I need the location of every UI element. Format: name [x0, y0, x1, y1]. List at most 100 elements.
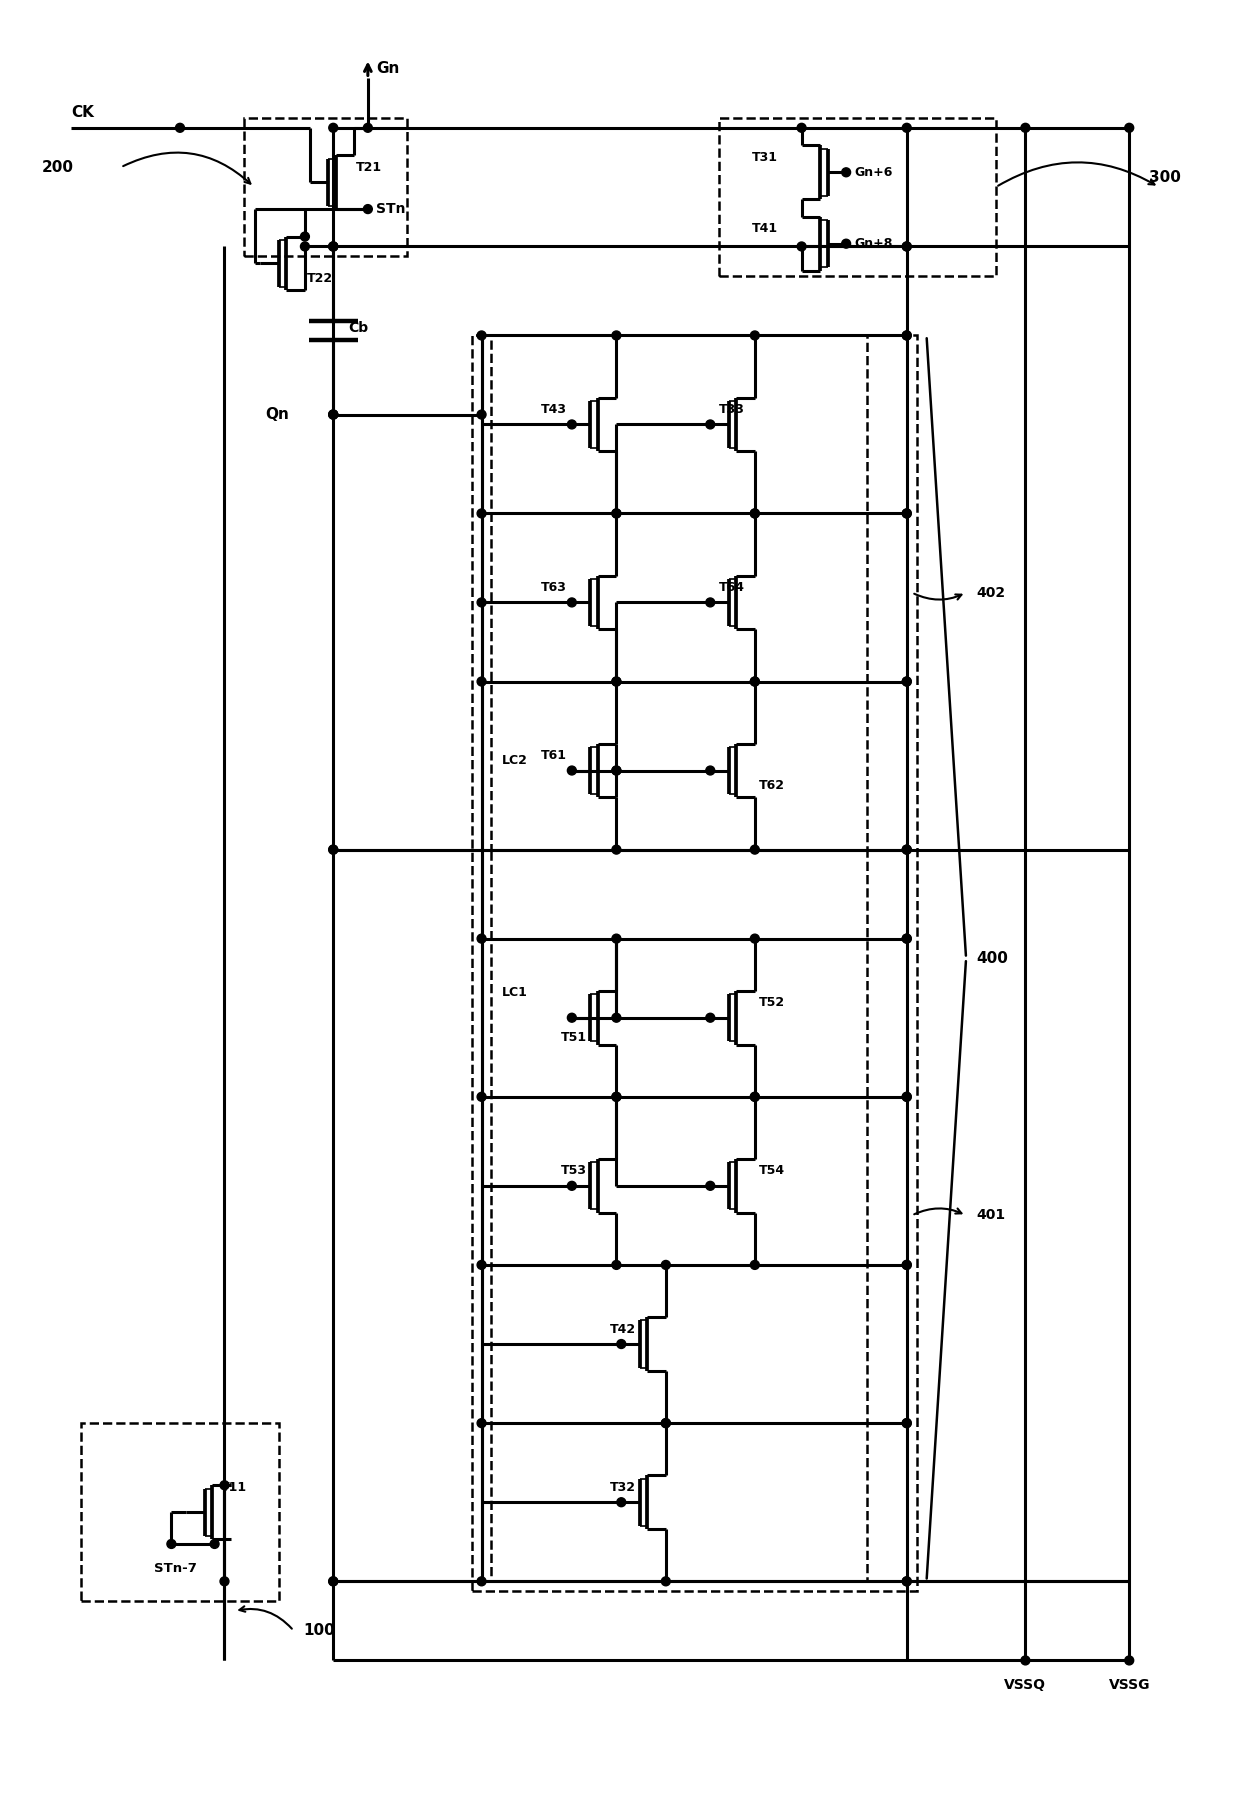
Circle shape [613, 845, 621, 854]
Text: 200: 200 [42, 159, 73, 175]
Circle shape [706, 599, 714, 606]
Text: Gn: Gn [376, 62, 399, 76]
Circle shape [613, 508, 621, 517]
Circle shape [797, 123, 806, 132]
Circle shape [903, 677, 911, 686]
Circle shape [219, 1482, 229, 1489]
Circle shape [661, 1418, 671, 1427]
Circle shape [750, 1093, 759, 1102]
Text: T22: T22 [306, 271, 334, 284]
Circle shape [903, 331, 911, 340]
Text: T21: T21 [356, 161, 382, 174]
Text: Qn: Qn [265, 407, 289, 421]
Circle shape [613, 1261, 621, 1270]
Text: Cb: Cb [348, 320, 368, 335]
Circle shape [750, 508, 759, 517]
Text: CK: CK [71, 105, 94, 121]
Text: T61: T61 [541, 749, 567, 762]
Circle shape [613, 765, 621, 774]
Circle shape [477, 1577, 486, 1586]
Circle shape [616, 1340, 626, 1348]
Circle shape [903, 242, 911, 251]
Circle shape [477, 508, 486, 517]
Circle shape [706, 1013, 714, 1022]
Text: STn: STn [376, 203, 405, 215]
Circle shape [329, 1577, 337, 1586]
Circle shape [329, 123, 337, 132]
Circle shape [842, 168, 851, 177]
Circle shape [613, 677, 621, 686]
Circle shape [903, 845, 911, 854]
Circle shape [903, 933, 911, 942]
Bar [491, 850, 867, 1581]
Text: T63: T63 [541, 581, 567, 593]
Circle shape [329, 1577, 337, 1586]
Circle shape [329, 411, 337, 420]
Text: T41: T41 [753, 223, 779, 235]
Text: T43: T43 [541, 403, 567, 416]
Circle shape [329, 242, 337, 251]
Circle shape [613, 677, 621, 686]
Circle shape [613, 933, 621, 942]
Circle shape [903, 1577, 911, 1586]
Circle shape [613, 1093, 621, 1102]
Circle shape [477, 933, 486, 942]
Text: 100: 100 [304, 1623, 335, 1639]
Text: 401: 401 [976, 1208, 1006, 1223]
Text: T51: T51 [560, 1031, 587, 1044]
Circle shape [903, 1093, 911, 1102]
Bar [491, 335, 867, 850]
Circle shape [750, 1093, 759, 1102]
Text: STn-7: STn-7 [154, 1563, 196, 1576]
Circle shape [706, 420, 714, 429]
Bar [244, 118, 408, 257]
Circle shape [903, 1577, 911, 1586]
Circle shape [167, 1539, 176, 1549]
Circle shape [706, 765, 714, 774]
Circle shape [842, 239, 851, 248]
Circle shape [568, 765, 577, 774]
Circle shape [477, 599, 486, 606]
Circle shape [613, 1013, 621, 1022]
Circle shape [661, 1577, 671, 1586]
Circle shape [477, 1418, 486, 1427]
Circle shape [750, 1261, 759, 1270]
Circle shape [903, 1261, 911, 1270]
Circle shape [568, 420, 577, 429]
Circle shape [568, 599, 577, 606]
Circle shape [750, 845, 759, 854]
Circle shape [300, 232, 309, 241]
Circle shape [329, 845, 337, 854]
Circle shape [903, 1418, 911, 1427]
Circle shape [750, 677, 759, 686]
Circle shape [363, 204, 372, 213]
Circle shape [1125, 123, 1133, 132]
Text: T53: T53 [560, 1165, 587, 1178]
Text: T54: T54 [759, 1165, 785, 1178]
Circle shape [903, 1093, 911, 1102]
Circle shape [750, 933, 759, 942]
Text: LC1: LC1 [501, 986, 527, 1000]
Circle shape [797, 242, 806, 251]
Circle shape [329, 411, 337, 420]
Circle shape [903, 677, 911, 686]
Circle shape [616, 1498, 626, 1507]
Text: T32: T32 [610, 1482, 636, 1494]
Circle shape [1021, 1655, 1030, 1664]
Circle shape [750, 677, 759, 686]
Circle shape [613, 331, 621, 340]
Circle shape [329, 411, 337, 420]
Circle shape [661, 1261, 671, 1270]
Circle shape [1021, 123, 1030, 132]
Circle shape [477, 677, 486, 686]
Circle shape [613, 508, 621, 517]
Text: 402: 402 [976, 586, 1006, 599]
Circle shape [903, 933, 911, 942]
Text: 400: 400 [976, 952, 1008, 966]
Circle shape [329, 845, 337, 854]
Text: T42: T42 [610, 1322, 636, 1335]
Circle shape [176, 123, 185, 132]
Bar [471, 335, 916, 1592]
Circle shape [903, 1418, 911, 1427]
Text: VSSQ: VSSQ [1004, 1679, 1047, 1691]
